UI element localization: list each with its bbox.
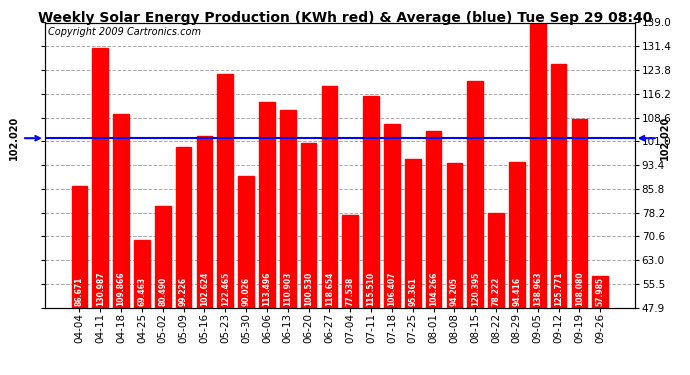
Text: 80.490: 80.490 xyxy=(158,277,167,306)
Bar xyxy=(176,147,191,308)
Bar xyxy=(571,119,587,308)
Text: 138.963: 138.963 xyxy=(533,272,542,306)
Bar xyxy=(467,81,483,308)
Text: Weekly Solar Energy Production (KWh red) & Average (blue) Tue Sep 29 08:40: Weekly Solar Energy Production (KWh red)… xyxy=(38,11,652,25)
Bar xyxy=(72,186,88,308)
Bar xyxy=(259,102,275,308)
Text: 108.080: 108.080 xyxy=(575,271,584,306)
Text: 122.465: 122.465 xyxy=(221,272,230,306)
Text: Copyright 2009 Cartronics.com: Copyright 2009 Cartronics.com xyxy=(48,27,201,37)
Bar xyxy=(92,48,108,308)
Text: 57.985: 57.985 xyxy=(595,277,604,306)
Bar xyxy=(530,22,546,308)
Bar xyxy=(238,176,254,308)
Bar xyxy=(384,124,400,308)
Bar xyxy=(322,86,337,308)
Text: 69.463: 69.463 xyxy=(137,277,146,306)
Bar xyxy=(405,159,420,308)
Bar xyxy=(217,74,233,307)
Text: 130.987: 130.987 xyxy=(96,271,105,306)
Bar xyxy=(363,96,379,308)
Text: 104.266: 104.266 xyxy=(429,272,438,306)
Text: 102.624: 102.624 xyxy=(200,272,209,306)
Text: 102.020: 102.020 xyxy=(9,116,40,160)
Bar xyxy=(280,110,295,308)
Bar xyxy=(489,213,504,308)
Text: 94.205: 94.205 xyxy=(450,277,459,306)
Text: 102.020: 102.020 xyxy=(640,116,671,160)
Text: 115.510: 115.510 xyxy=(366,272,375,306)
Bar xyxy=(426,131,442,308)
Bar xyxy=(301,143,317,308)
Text: 78.222: 78.222 xyxy=(491,276,500,306)
Bar xyxy=(342,215,358,308)
Text: 109.866: 109.866 xyxy=(117,272,126,306)
Bar xyxy=(155,206,170,308)
Text: 86.671: 86.671 xyxy=(75,276,84,306)
Text: 125.771: 125.771 xyxy=(554,272,563,306)
Bar xyxy=(551,64,566,308)
Bar xyxy=(592,276,608,308)
Text: 99.226: 99.226 xyxy=(179,277,188,306)
Text: 90.026: 90.026 xyxy=(241,277,250,306)
Bar xyxy=(446,163,462,308)
Bar xyxy=(113,114,129,308)
Text: 120.395: 120.395 xyxy=(471,272,480,306)
Text: 118.654: 118.654 xyxy=(325,272,334,306)
Bar xyxy=(197,136,213,308)
Text: 77.538: 77.538 xyxy=(346,276,355,306)
Bar xyxy=(134,240,150,308)
Bar xyxy=(509,162,524,308)
Text: 106.407: 106.407 xyxy=(387,272,396,306)
Text: 110.903: 110.903 xyxy=(284,272,293,306)
Text: 100.530: 100.530 xyxy=(304,272,313,306)
Text: 95.361: 95.361 xyxy=(408,277,417,306)
Text: 94.416: 94.416 xyxy=(513,277,522,306)
Text: 113.496: 113.496 xyxy=(262,272,271,306)
